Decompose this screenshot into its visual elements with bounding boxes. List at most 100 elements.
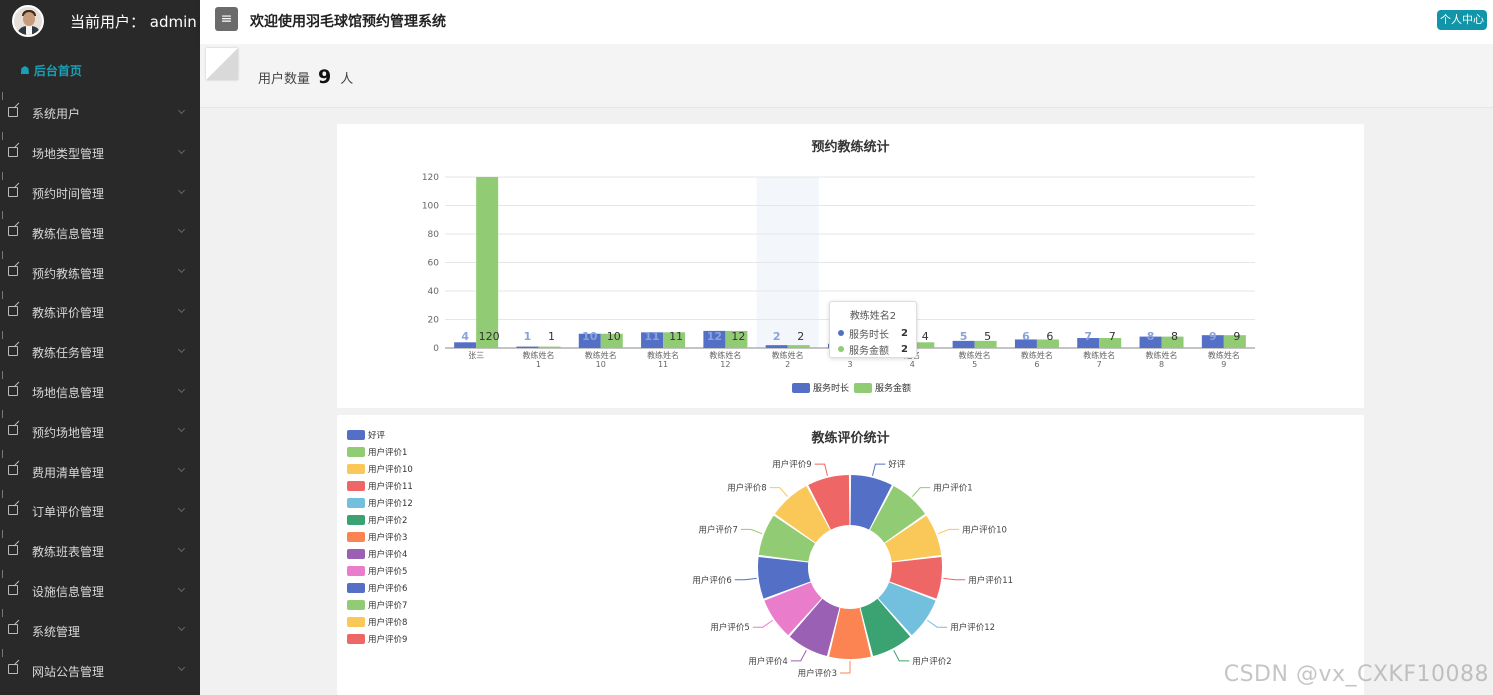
user-box: 当前用户： admin bbox=[0, 0, 200, 42]
x-tick-label: 教练姓名 bbox=[1208, 350, 1240, 360]
slice-label: 用户评价3 bbox=[798, 668, 837, 679]
sidebar-item[interactable]: 预约时间管理 bbox=[0, 171, 200, 214]
label-line bbox=[752, 619, 773, 628]
divider bbox=[2, 131, 3, 140]
profile-center-button[interactable]: 个人中心 bbox=[1437, 10, 1487, 30]
sidebar-item[interactable]: 场地类型管理 bbox=[0, 131, 200, 174]
label-line bbox=[840, 661, 851, 674]
sidebar-item-label: 预约场地管理 bbox=[32, 425, 105, 440]
legend-swatch bbox=[347, 600, 365, 610]
edit-icon bbox=[8, 624, 18, 635]
edit-icon bbox=[8, 186, 18, 197]
y-tick-label: 0 bbox=[433, 344, 439, 354]
sidebar-item-label: 场地信息管理 bbox=[32, 385, 105, 400]
bar bbox=[476, 177, 499, 348]
edit-icon bbox=[8, 345, 18, 356]
bar bbox=[578, 333, 601, 348]
edit-icon bbox=[8, 385, 18, 396]
sidebar-item-home[interactable]: ☗ 后台首页 bbox=[0, 46, 200, 94]
edit-icon bbox=[8, 425, 18, 436]
divider bbox=[2, 211, 3, 220]
sidebar-item[interactable]: 教练信息管理 bbox=[0, 211, 200, 253]
data-label: 7 bbox=[1109, 330, 1116, 343]
legend-label: 用户评价8 bbox=[368, 617, 407, 628]
bar bbox=[974, 340, 997, 348]
bar bbox=[912, 342, 935, 348]
bar bbox=[725, 330, 748, 348]
bar bbox=[1201, 335, 1224, 348]
y-tick-label: 60 bbox=[428, 259, 440, 269]
data-label: 120 bbox=[479, 330, 500, 343]
sidebar-item[interactable]: 系统管理 bbox=[0, 609, 200, 651]
legend-swatch bbox=[347, 447, 365, 457]
sidebar-item[interactable]: 教练评价管理 bbox=[0, 290, 200, 333]
sidebar-item[interactable]: 费用清单管理 bbox=[0, 450, 200, 492]
chevron-down-icon bbox=[177, 664, 186, 672]
top-header: ≡ 欢迎使用羽毛球馆预约管理系统 个人中心 bbox=[200, 0, 1493, 44]
chevron-down-icon bbox=[177, 504, 186, 513]
donut-chart[interactable]: 好评用户评价1用户评价10用户评价11用户评价12用户评价2用户评价3用户评价4… bbox=[337, 415, 1364, 695]
chart-tooltip: 教练姓名2 服务时长 2 服务金额 2 bbox=[829, 301, 917, 358]
sidebar-item[interactable]: 预约教练管理 bbox=[0, 251, 200, 293]
y-tick-label: 120 bbox=[422, 173, 439, 183]
x-tick-label: 3 bbox=[847, 360, 852, 369]
sidebar-item[interactable]: 设施信息管理 bbox=[0, 569, 200, 612]
x-tick-label: 6 bbox=[1034, 360, 1039, 369]
edit-icon bbox=[8, 226, 18, 237]
chevron-down-icon bbox=[177, 624, 186, 632]
bar bbox=[1014, 339, 1037, 348]
sidebar-item-label: 费用清单管理 bbox=[32, 465, 105, 480]
current-user-label: 当前用户： admin bbox=[70, 12, 197, 31]
edit-icon bbox=[8, 465, 18, 476]
tooltip-series-value: 2 bbox=[901, 343, 908, 355]
sidebar-item[interactable]: 教练任务管理 bbox=[0, 330, 200, 373]
sidebar-item[interactable]: 订单评价管理 bbox=[0, 489, 200, 532]
label-line bbox=[937, 528, 960, 535]
legend-label: 服务金额 bbox=[875, 382, 911, 394]
sidebar-item[interactable]: 场地信息管理 bbox=[0, 370, 200, 413]
data-label: 1 bbox=[524, 330, 532, 343]
user-count-label: 用户数量 bbox=[258, 72, 311, 87]
chart-title: 预约教练统计 bbox=[811, 140, 890, 155]
pie-slice bbox=[764, 582, 822, 636]
divider bbox=[2, 370, 3, 379]
legend-label: 用户评价12 bbox=[368, 498, 413, 509]
pie-slice bbox=[878, 582, 936, 636]
x-tick-label: 1 bbox=[536, 360, 541, 369]
data-label: 10 bbox=[607, 330, 621, 343]
x-tick-label: 教练姓名 bbox=[709, 350, 741, 360]
legend-label: 好评 bbox=[368, 430, 386, 441]
divider bbox=[2, 251, 3, 260]
label-line bbox=[943, 577, 966, 581]
slice-label: 用户评价7 bbox=[698, 524, 737, 535]
data-label: 5 bbox=[984, 330, 991, 343]
sidebar-item[interactable]: 教练班表管理 bbox=[0, 529, 200, 572]
data-label: 7 bbox=[1084, 330, 1092, 343]
label-line bbox=[893, 650, 910, 662]
data-label: 6 bbox=[1022, 330, 1030, 343]
legend-label: 用户评价3 bbox=[368, 532, 407, 543]
legend-label: 用户评价4 bbox=[368, 549, 407, 560]
chevron-down-icon bbox=[177, 584, 186, 592]
tooltip-title: 教练姓名2 bbox=[849, 311, 897, 322]
legend-swatch bbox=[347, 549, 365, 559]
legend-swatch bbox=[854, 383, 872, 393]
tooltip-series-name: 服务金额 bbox=[849, 345, 889, 357]
avatar[interactable] bbox=[12, 5, 44, 37]
slice-label: 用户评价2 bbox=[912, 656, 951, 667]
x-tick-label: 教练姓名 bbox=[522, 350, 554, 360]
sidebar-item[interactable]: 系统用户 bbox=[0, 92, 200, 134]
data-label: 2 bbox=[797, 330, 804, 343]
bar bbox=[952, 340, 975, 348]
bar-chart[interactable]: 0204060801001204110111223456789120110111… bbox=[337, 124, 1364, 408]
menu-toggle-button[interactable]: ≡ bbox=[215, 7, 238, 31]
legend-swatch bbox=[347, 532, 365, 542]
bar bbox=[703, 330, 726, 348]
bar bbox=[765, 345, 788, 348]
pie-slice bbox=[889, 557, 942, 599]
data-label: 9 bbox=[1209, 330, 1217, 343]
sidebar-item[interactable]: 网站公告管理 bbox=[0, 649, 200, 691]
sidebar-item[interactable]: 预约场地管理 bbox=[0, 410, 200, 452]
label-line bbox=[734, 577, 757, 581]
pie-slice bbox=[884, 515, 942, 562]
